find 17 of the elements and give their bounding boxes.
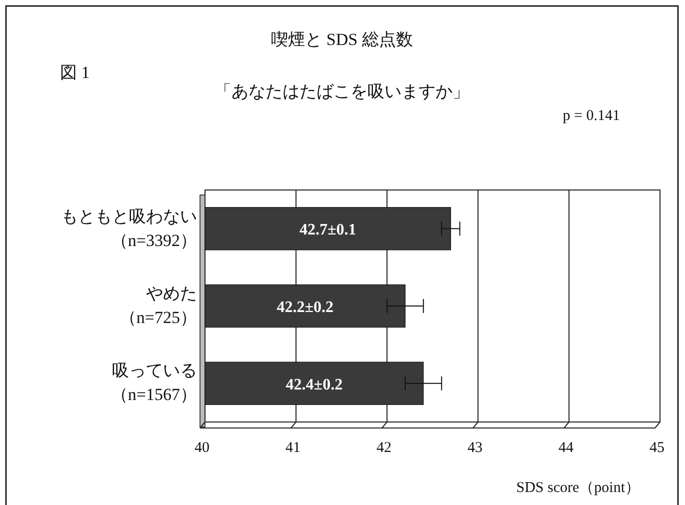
x-tick-label: 43: [468, 440, 482, 456]
data-label: 42.2±0.2: [276, 299, 334, 316]
x-tick-label: 41: [286, 440, 300, 456]
x-tick-label: 42: [376, 440, 392, 456]
x-tick-label: 40: [194, 440, 210, 456]
chart-title: 喫煙と SDS 総点数: [271, 30, 413, 49]
text: p = 0.141: [562, 108, 620, 124]
y-tick-label: もともと吸わない（n=3392）: [61, 206, 197, 252]
x-axis-title: SDS score（point）: [516, 480, 640, 496]
chart-subtitle: 「あなたはたばこを吸いますか」: [214, 82, 470, 101]
x-tick-label: 45: [650, 440, 664, 456]
y-tick-label: やめた（n=725）: [119, 283, 197, 329]
data-label: 42.7±0.1: [299, 222, 356, 239]
x-tick-label: 44: [558, 440, 574, 456]
y-tick-label: 吸っている（n=1567）: [110, 360, 197, 406]
caption: 図 1: [60, 63, 90, 82]
data-label: 42.4±0.2: [286, 376, 343, 394]
